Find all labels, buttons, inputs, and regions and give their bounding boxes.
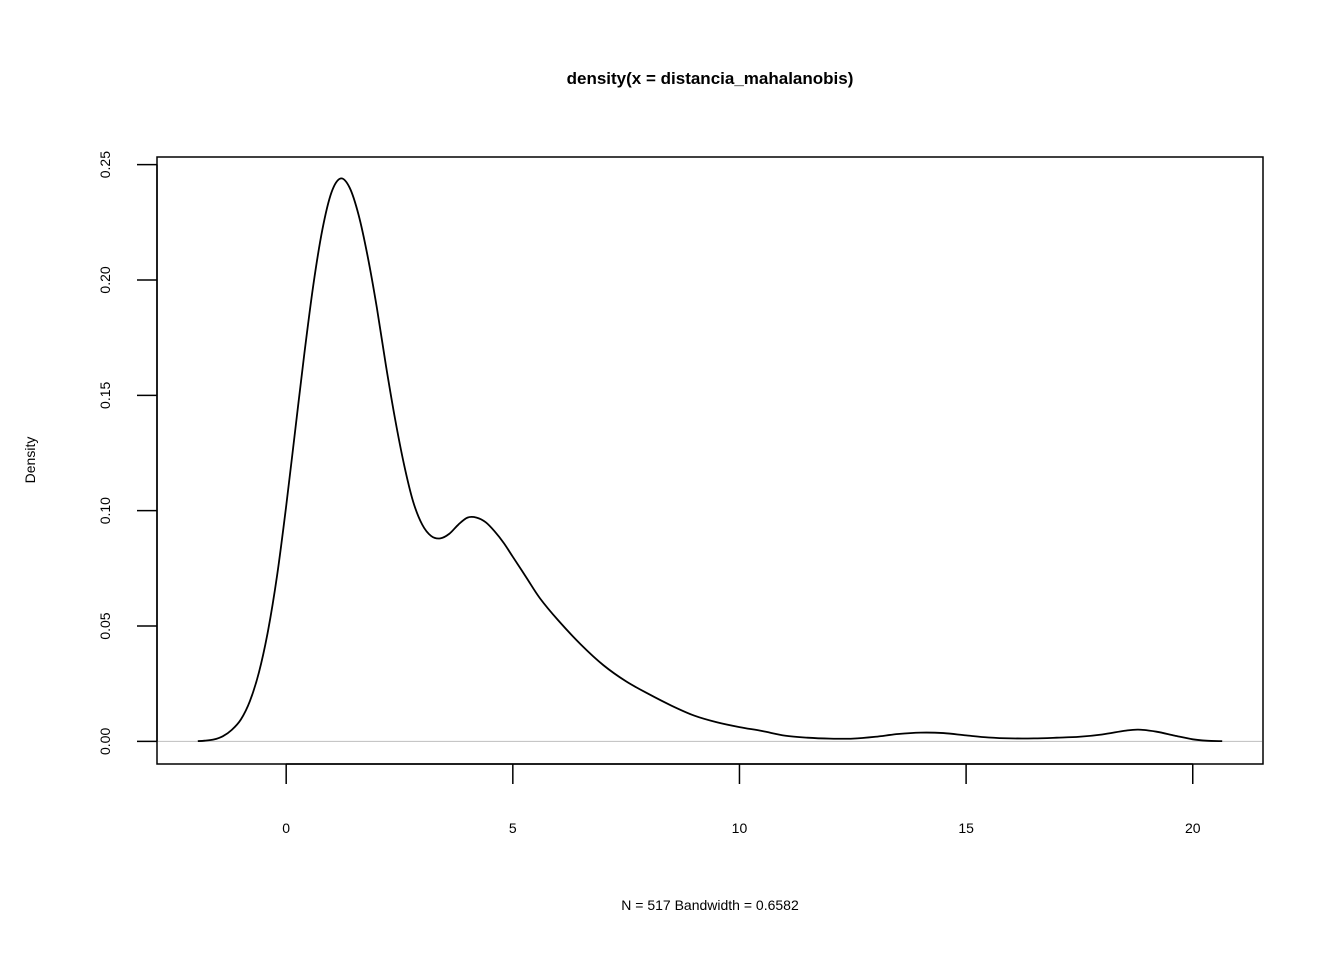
chart-title: density(x = distancia_mahalanobis) — [567, 69, 854, 88]
plot-frame — [156, 156, 1264, 765]
y-tick-label: 0.25 — [97, 151, 113, 178]
x-axis-label: N = 517 Bandwidth = 0.6582 — [621, 897, 799, 913]
x-tick-label: 5 — [509, 820, 517, 836]
x-axis: 0 5 10 15 20 — [282, 763, 1201, 836]
x-tick-label: 20 — [1185, 820, 1201, 836]
x-tick-label: 15 — [958, 820, 974, 836]
y-tick-label: 0.05 — [97, 612, 113, 639]
y-tick-label: 0.20 — [97, 266, 113, 293]
y-axis-label: Density — [22, 437, 38, 484]
density-curve — [197, 177, 1223, 743]
y-axis: 0.00 0.05 0.10 0.15 0.20 0.25 — [97, 151, 158, 755]
y-tick-label: 0.10 — [97, 497, 113, 524]
y-tick-label: 0.00 — [97, 728, 113, 755]
y-tick-label: 0.15 — [97, 381, 113, 408]
x-tick-label: 10 — [732, 820, 748, 836]
x-tick-label: 0 — [282, 820, 290, 836]
